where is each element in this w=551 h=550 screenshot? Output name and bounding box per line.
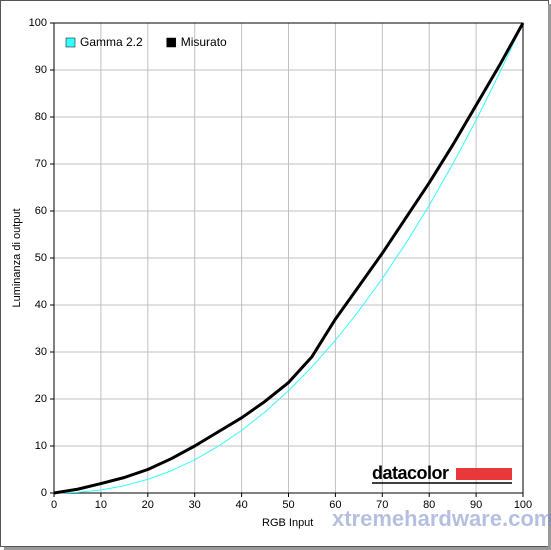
shadow xyxy=(548,4,551,550)
x-tick-label: 10 xyxy=(95,499,107,511)
plot: 0 10 20 30 40 50 60 70 80 90 100 0 10 20 30 40 50 60 70 80 9… xyxy=(29,17,533,511)
y-axis-label: Luminanza di output xyxy=(11,208,23,307)
y-tick-label: 30 xyxy=(35,346,47,358)
shadow xyxy=(4,547,551,550)
legend-label: Misurato xyxy=(181,35,227,49)
x-tick-label: 20 xyxy=(142,499,154,511)
x-tick-label: 40 xyxy=(235,499,247,511)
x-tick-label: 50 xyxy=(282,499,294,511)
y-tick-label: 70 xyxy=(35,158,47,170)
legend-label: Gamma 2.2 xyxy=(80,35,143,49)
y-tick-label: 100 xyxy=(29,17,47,29)
y-tick-label: 50 xyxy=(35,252,47,264)
series-line xyxy=(53,22,524,494)
x-tick-label: 100 xyxy=(514,499,532,511)
logo-bar xyxy=(456,468,512,480)
x-tick-label: 0 xyxy=(51,499,57,511)
x-tick-label: 90 xyxy=(470,499,482,511)
x-tick-label: 60 xyxy=(329,499,341,511)
y-tick-label: 90 xyxy=(35,64,47,76)
y-tick-label: 80 xyxy=(35,111,47,123)
legend-swatch xyxy=(166,37,176,48)
x-tick-label: 80 xyxy=(423,499,435,511)
y-tick-label: 20 xyxy=(35,393,47,405)
x-tick-label: 70 xyxy=(376,499,388,511)
legend-swatch xyxy=(65,37,76,48)
watermark: xtremehardware.com xyxy=(332,506,551,531)
logo: datacolor xyxy=(372,463,449,483)
y-tick-label: 10 xyxy=(35,440,47,452)
y-tick-label: 60 xyxy=(35,205,47,217)
y-tick-label: 0 xyxy=(41,487,47,499)
y-tick-label: 40 xyxy=(35,299,47,311)
x-axis-label: RGB Input xyxy=(262,517,313,529)
plot-border xyxy=(53,22,524,494)
series-line xyxy=(53,22,525,495)
x-tick-label: 30 xyxy=(189,499,201,511)
